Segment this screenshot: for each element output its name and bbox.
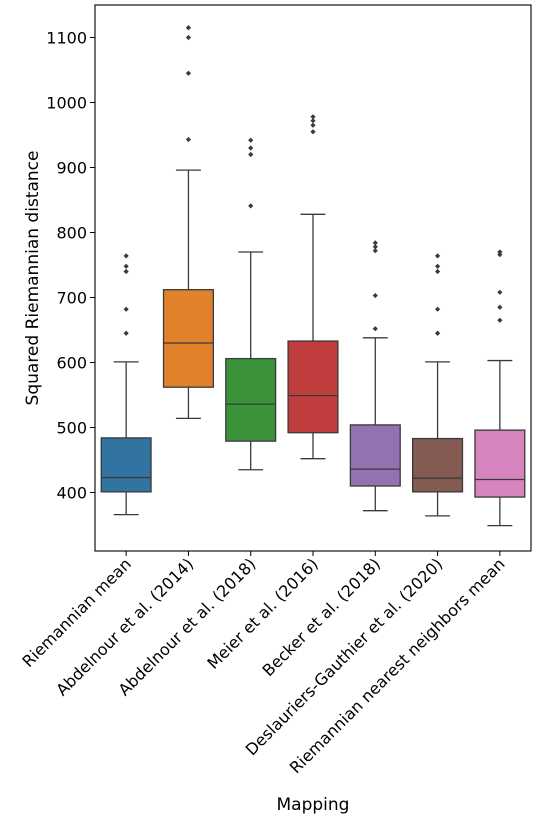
y-tick-label: 900 (56, 159, 87, 178)
outlier-point (248, 151, 254, 158)
box-group (162, 25, 214, 420)
outlier-point (248, 137, 254, 143)
box-group (474, 249, 526, 527)
outlier-point (434, 268, 441, 275)
outlier-point (248, 203, 254, 209)
box-group (225, 137, 277, 471)
boxes (100, 25, 526, 527)
box (225, 357, 277, 442)
y-tick-label: 600 (56, 354, 87, 373)
x-tick-label: Riemannian mean (18, 554, 135, 671)
outlier-point (185, 34, 192, 41)
outlier-point (497, 304, 503, 310)
outlier-point (372, 326, 378, 332)
box (100, 437, 152, 493)
outlier-point (123, 330, 129, 336)
x-axis-title: Mapping (277, 795, 350, 815)
outlier-point (310, 129, 316, 135)
outlier-point (185, 136, 192, 143)
box-group (349, 240, 401, 512)
y-tick-label: 800 (56, 224, 87, 243)
box (349, 424, 401, 487)
outlier-point (434, 253, 441, 259)
y-axis: 400 500 600 700 800 900 1000 1100 (46, 29, 95, 503)
outlier-point (497, 249, 503, 255)
x-tick-label: Riemannian nearest neighbors mean (286, 554, 509, 777)
outlier-point (185, 25, 192, 31)
x-tick-label: Meier et al. (2016) (203, 554, 321, 672)
outlier-point (123, 253, 129, 259)
y-tick-label: 1100 (46, 29, 87, 48)
outlier-point (185, 70, 192, 76)
box (474, 429, 526, 498)
outlier-point (497, 317, 503, 323)
outlier-point (434, 263, 441, 269)
y-tick-label: 700 (56, 289, 87, 308)
y-tick-label: 400 (56, 484, 87, 503)
outlier-point (372, 248, 378, 254)
outlier-point (372, 244, 378, 250)
outlier-point (434, 306, 441, 312)
y-axis-title: Squared Riemannian distance (23, 151, 43, 406)
box-group (412, 253, 464, 517)
outlier-point (248, 145, 254, 151)
x-tick-label: Becker et al. (2018) (258, 554, 384, 680)
box-group (287, 114, 339, 460)
outlier-point (310, 114, 316, 120)
y-tick-label: 1000 (46, 94, 87, 113)
outlier-point (372, 292, 378, 299)
outlier-point (123, 263, 129, 269)
outlier-point (123, 306, 129, 312)
y-tick-label: 500 (56, 419, 87, 438)
outlier-point (372, 240, 378, 246)
outlier-point (497, 289, 503, 295)
outlier-point (434, 330, 441, 336)
outlier-point (310, 118, 316, 124)
box-group (100, 253, 152, 516)
box (162, 289, 214, 388)
box (287, 340, 339, 434)
box (412, 437, 464, 493)
outlier-point (123, 268, 129, 275)
outlier-point (310, 122, 316, 128)
